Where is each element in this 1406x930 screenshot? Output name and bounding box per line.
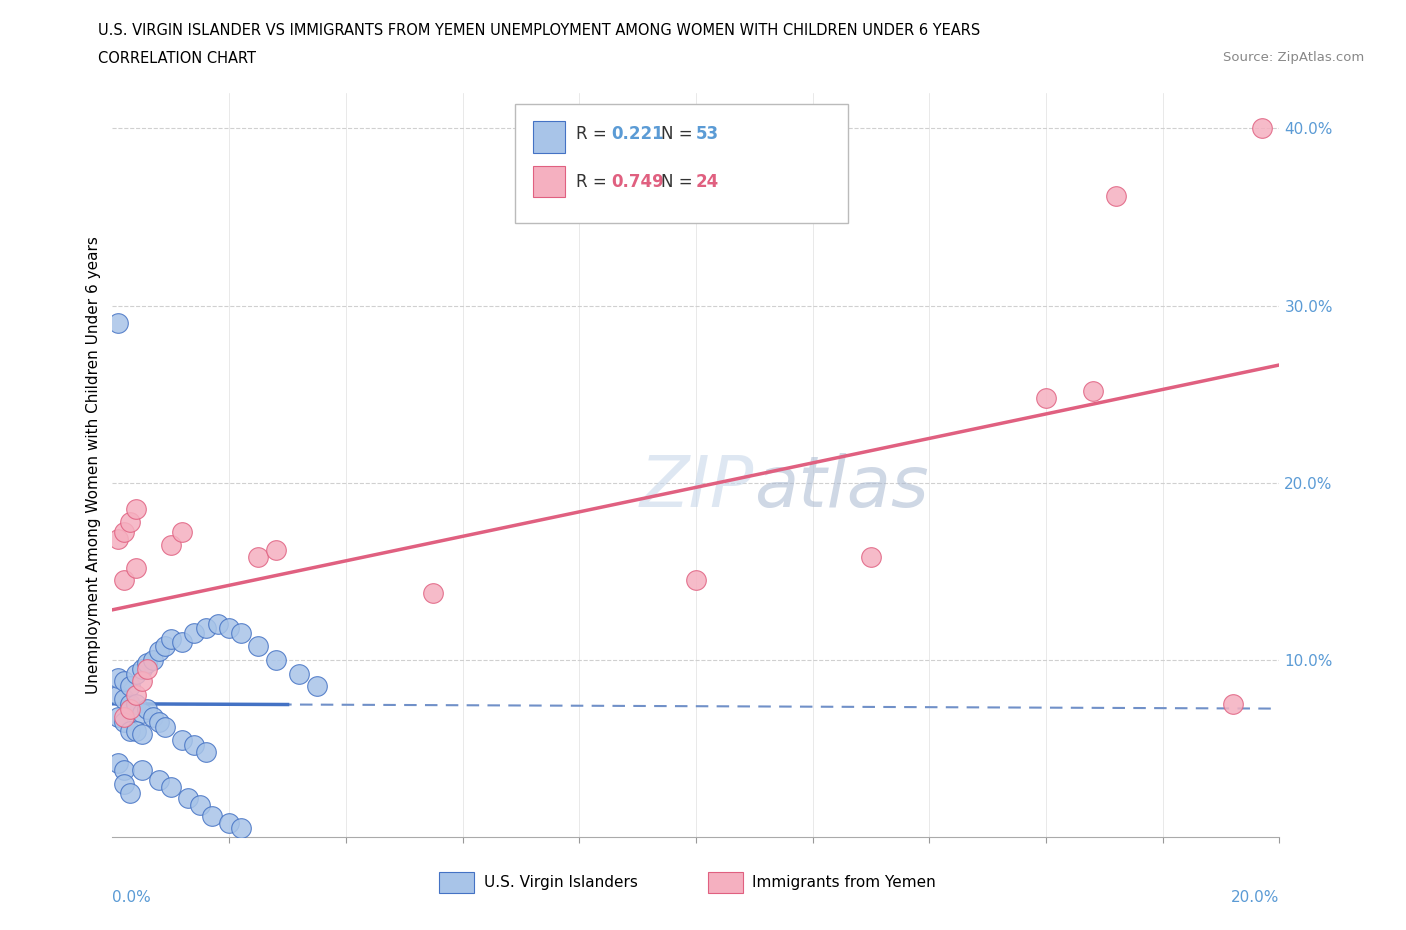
Point	[118, 679, 141, 694]
Point	[136, 702, 159, 717]
Point	[1251, 121, 1274, 136]
Point	[112, 573, 135, 588]
Point	[136, 661, 159, 676]
Text: Source: ZipAtlas.com: Source: ZipAtlas.com	[1223, 51, 1364, 64]
Point	[125, 688, 148, 703]
Point	[1105, 188, 1128, 203]
Text: U.S. VIRGIN ISLANDER VS IMMIGRANTS FROM YEMEN UNEMPLOYMENT AMONG WOMEN WITH CHIL: U.S. VIRGIN ISLANDER VS IMMIGRANTS FROM …	[98, 23, 980, 38]
Point	[264, 653, 287, 668]
Point	[160, 631, 183, 646]
Point	[136, 656, 159, 671]
Point	[112, 763, 135, 777]
Text: 20.0%: 20.0%	[1232, 890, 1279, 905]
Point	[131, 673, 153, 688]
Point	[107, 688, 129, 703]
Point	[118, 697, 141, 711]
Point	[264, 542, 287, 557]
Text: 0.221: 0.221	[610, 125, 664, 143]
Point	[305, 679, 328, 694]
Point	[112, 525, 135, 539]
Point	[172, 634, 194, 649]
Point	[125, 560, 148, 575]
Point	[1035, 391, 1057, 405]
Text: Immigrants from Yemen: Immigrants from Yemen	[752, 875, 936, 890]
Point	[131, 706, 153, 721]
Point	[125, 667, 148, 682]
Text: R =: R =	[576, 125, 612, 143]
Point	[112, 691, 135, 706]
Text: 0.0%: 0.0%	[112, 890, 152, 905]
Point	[118, 785, 141, 800]
FancyBboxPatch shape	[533, 166, 565, 197]
FancyBboxPatch shape	[515, 104, 848, 223]
Point	[153, 720, 176, 735]
Point	[148, 714, 170, 729]
Text: ZIP: ZIP	[640, 453, 755, 522]
Point	[247, 550, 270, 565]
Point	[172, 525, 194, 539]
Point	[194, 745, 217, 760]
Point	[107, 709, 129, 724]
Point	[229, 820, 252, 835]
FancyBboxPatch shape	[439, 872, 474, 893]
Text: 53: 53	[696, 125, 718, 143]
Text: N =: N =	[661, 173, 697, 191]
Text: 0.749: 0.749	[610, 173, 664, 191]
Point	[107, 755, 129, 770]
Point	[125, 724, 148, 738]
FancyBboxPatch shape	[707, 872, 742, 893]
Point	[201, 808, 224, 823]
Point	[160, 780, 183, 795]
Point	[142, 709, 165, 724]
Y-axis label: Unemployment Among Women with Children Under 6 years: Unemployment Among Women with Children U…	[86, 236, 101, 694]
Point	[183, 737, 205, 752]
Text: atlas: atlas	[755, 453, 929, 522]
Point	[112, 777, 135, 791]
Text: U.S. Virgin Islanders: U.S. Virgin Islanders	[484, 875, 637, 890]
Point	[177, 790, 200, 805]
Point	[148, 773, 170, 788]
Point	[148, 644, 170, 658]
Point	[118, 514, 141, 529]
Point	[107, 532, 129, 547]
Point	[153, 638, 176, 653]
Point	[112, 673, 135, 688]
Point	[160, 538, 183, 552]
Point	[131, 727, 153, 742]
Point	[229, 626, 252, 641]
Text: 24: 24	[696, 173, 720, 191]
Point	[118, 724, 141, 738]
Point	[247, 638, 270, 653]
Text: R =: R =	[576, 173, 612, 191]
Point	[131, 661, 153, 676]
Point	[112, 709, 135, 724]
Text: CORRELATION CHART: CORRELATION CHART	[98, 51, 256, 66]
Point	[422, 585, 444, 600]
Point	[142, 653, 165, 668]
Point	[183, 626, 205, 641]
Point	[288, 667, 311, 682]
Point	[107, 671, 129, 685]
Point	[1081, 383, 1104, 398]
Point	[685, 573, 707, 588]
Point	[172, 732, 194, 747]
Point	[131, 763, 153, 777]
Text: N =: N =	[661, 125, 697, 143]
Point	[1222, 697, 1244, 711]
FancyBboxPatch shape	[533, 121, 565, 153]
Point	[218, 816, 240, 830]
Point	[118, 702, 141, 717]
Point	[112, 714, 135, 729]
Point	[188, 798, 211, 813]
Point	[125, 502, 148, 517]
Point	[107, 316, 129, 331]
Point	[218, 620, 240, 635]
Point	[860, 550, 883, 565]
Point	[207, 617, 229, 631]
Point	[194, 620, 217, 635]
Point	[125, 697, 148, 711]
